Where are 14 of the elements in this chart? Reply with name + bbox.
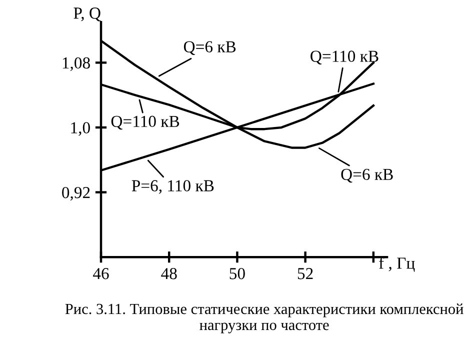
y-tick-label: 1,0 xyxy=(71,122,90,136)
y-tick-label: 1,08 xyxy=(62,57,90,71)
y-tick-label: 0,92 xyxy=(62,186,90,201)
annotation: Q=110 кВ xyxy=(111,116,180,130)
y-axis-title: P, Q xyxy=(74,8,101,22)
annotation: Q=110 кВ xyxy=(310,50,378,64)
x-tick-label: 46 xyxy=(93,268,109,280)
annotation: Q=6 кВ xyxy=(184,41,236,55)
x-tick-label: 48 xyxy=(161,268,177,280)
annotation: P=6, 110 кВ xyxy=(132,180,214,194)
x-tick-label: 50 xyxy=(230,268,245,280)
text: Рис. 3.11. Типовые статические характеристики комплексной нагрузки по частоте xyxy=(65,304,464,334)
annotation: Q=6 кВ xyxy=(341,168,393,183)
x-tick-label: 52 xyxy=(298,268,313,280)
